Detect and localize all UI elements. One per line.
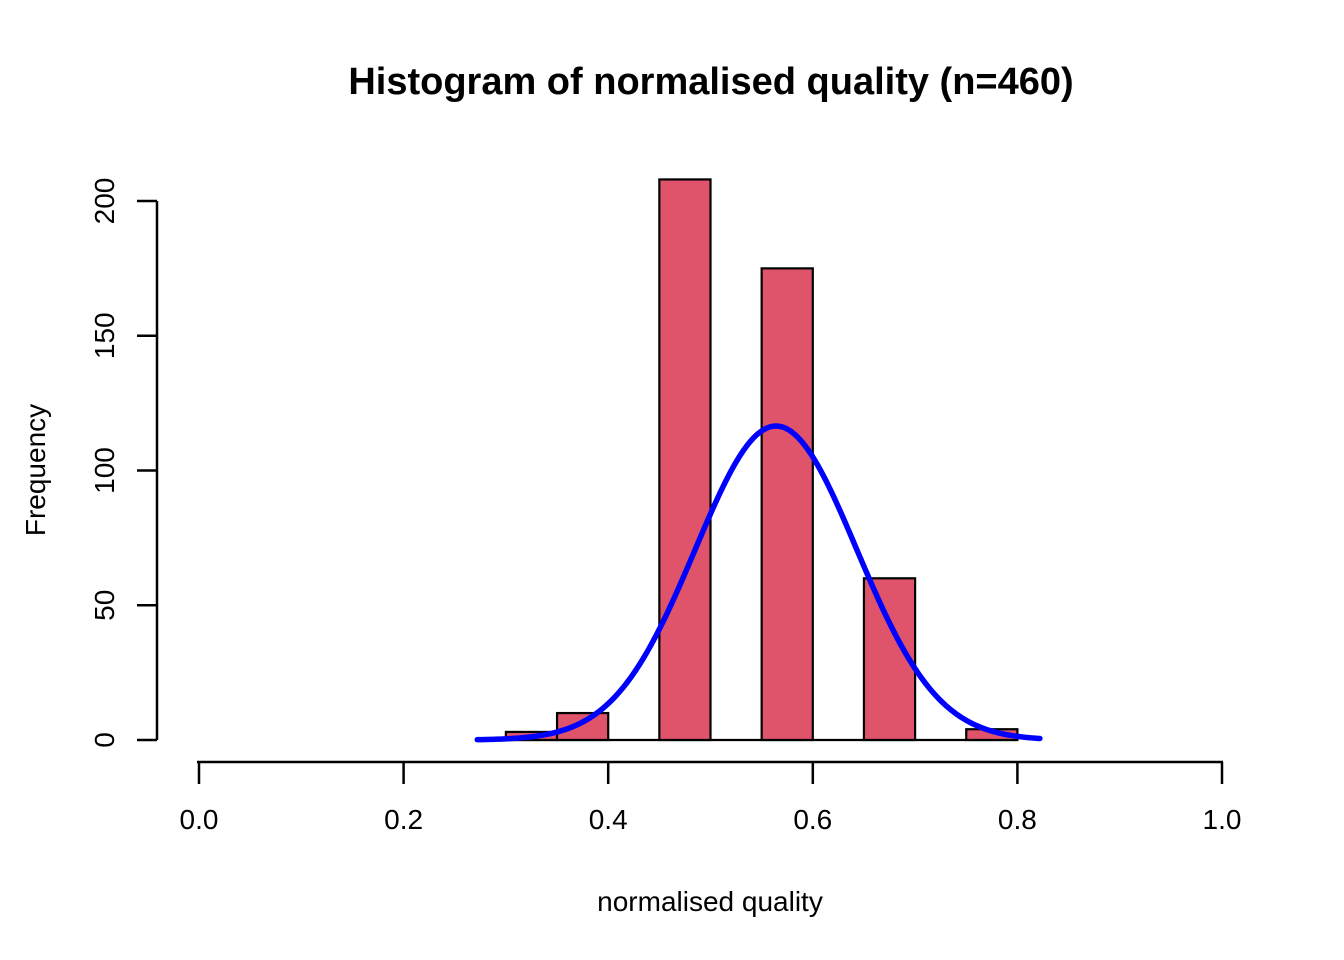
y-axis: 0 50 100 150 200	[89, 178, 159, 748]
y-tick-label: 200	[89, 178, 120, 225]
y-axis-label: Frequency	[20, 404, 51, 536]
x-tick-label: 1.0	[1203, 804, 1242, 835]
density-curve	[474, 423, 1043, 743]
y-tick-label: 50	[89, 590, 120, 621]
y-tick-label: 150	[89, 312, 120, 359]
y-tick-label: 0	[89, 732, 120, 748]
x-tick-label: 0.6	[793, 804, 832, 835]
x-tick-label: 0.8	[998, 804, 1037, 835]
x-tick-label: 0.0	[180, 804, 219, 835]
y-tick-label: 100	[89, 447, 120, 494]
x-axis-label: normalised quality	[597, 886, 823, 917]
x-tick-label: 0.4	[589, 804, 628, 835]
histogram-bar	[555, 711, 610, 742]
histogram-bar	[658, 178, 712, 742]
histogram-bar	[760, 267, 814, 742]
chart-title: Histogram of normalised quality (n=460)	[348, 61, 1073, 103]
x-axis: 0.0 0.2 0.4 0.6 0.8 1.0	[180, 760, 1242, 835]
x-tick-label: 0.2	[384, 804, 423, 835]
histogram-bars	[504, 178, 1019, 742]
